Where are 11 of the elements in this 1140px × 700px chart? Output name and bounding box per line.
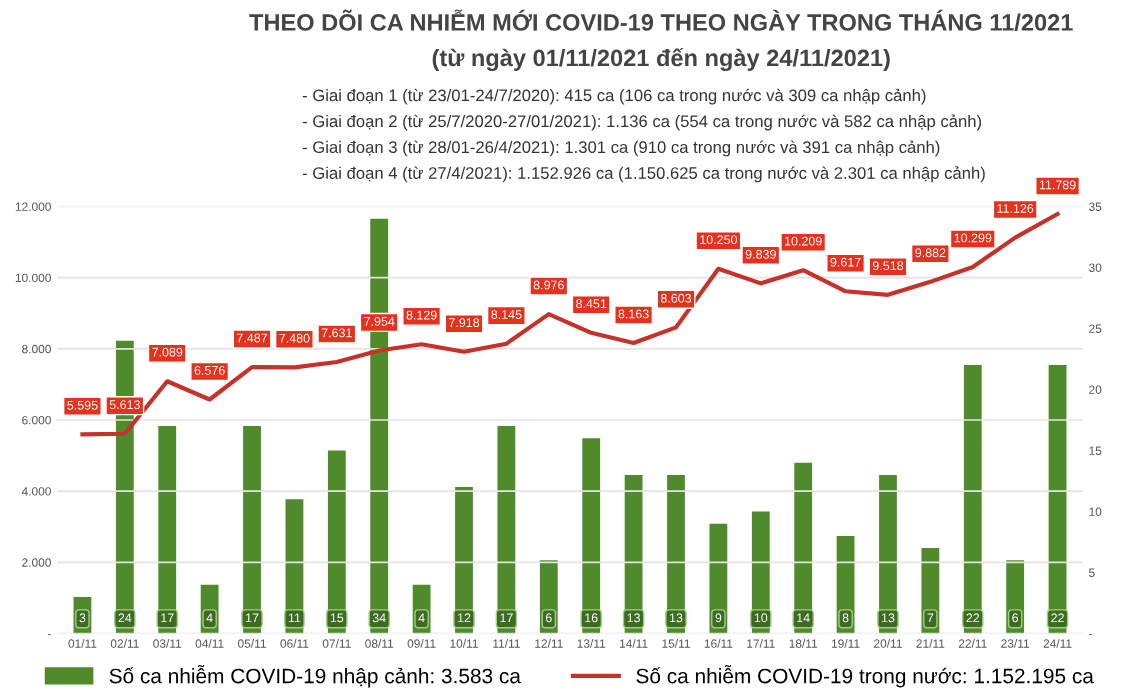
text: - Giai đoạn 3 (từ 28/01-26/4/2021): 1.301 ca (910 ca trong nước và 391 ca nhập cảnh) [302, 140, 940, 157]
bar [243, 426, 261, 634]
bar [158, 426, 177, 634]
text: - Giai đoạn 4 (từ 27/4/2021): 1.152.926 ca (1.150.625 ca trong nước và 2.301 ca nhập cảnh) [302, 166, 985, 183]
legend-label: Số ca nhiễm COVID-19 nhập cảnh: 3.583 ca [109, 665, 521, 688]
legend-label: Số ca nhiễm COVID-19 trong nước: 1.152.195 ca [636, 665, 1094, 688]
text: - Giai đoạn 2 (từ 25/7/2020-27/01/2021): 1.136 ca (554 ca trong nước và 582 ca nhập cảnh) [302, 114, 982, 131]
chart-subtitle: (từ ngày 01/11/2021 đến ngày 24/11/2021) [432, 47, 890, 72]
chart-title: THEO DÕI CA NHIỄM MỚI COVID-19 THEO NGÀY TRONG THÁNG 11/2021 [249, 9, 1073, 32]
bar [963, 365, 982, 634]
text: - Giai đoạn 1 (từ 23/01-24/7/2020): 415 ca (106 ca trong nước và 309 ca nhập cảnh) [302, 88, 926, 105]
